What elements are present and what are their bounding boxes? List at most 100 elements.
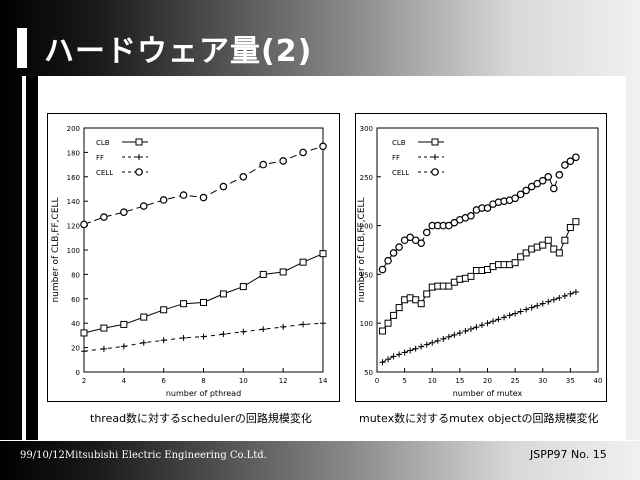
data-point	[567, 290, 574, 297]
data-point	[534, 302, 541, 309]
legend-label: FF	[392, 154, 400, 162]
caption-left: thread数に対するschedulerの回路規模変化	[90, 412, 312, 425]
x-tick-label: 10	[239, 377, 248, 385]
data-point	[140, 313, 148, 321]
y-tick-label: 40	[71, 320, 80, 328]
y-tick-label: 0	[76, 369, 80, 377]
x-tick-label: 6	[161, 377, 166, 385]
legend-marker	[431, 138, 439, 146]
data-point	[139, 202, 148, 210]
data-point	[538, 176, 547, 185]
data-point	[422, 228, 431, 237]
data-point	[522, 186, 530, 195]
data-point	[260, 326, 267, 333]
data-point	[550, 296, 557, 303]
data-point	[220, 331, 227, 338]
data-point	[545, 298, 552, 305]
y-tick-label: 200	[67, 125, 80, 133]
data-point	[100, 345, 107, 352]
data-point	[490, 318, 497, 325]
y-tick-label: 200	[360, 223, 373, 231]
data-point	[484, 320, 491, 327]
data-point	[418, 343, 425, 350]
data-point	[120, 343, 127, 350]
chart-pthread: 2 4 6 8 10 12 14020406080100120140160180200num…	[51, 125, 328, 398]
y-tick-label: 50	[364, 369, 373, 377]
data-point	[384, 256, 392, 265]
data-point	[561, 236, 569, 244]
data-point	[511, 259, 519, 267]
data-point	[462, 328, 469, 335]
data-point	[522, 249, 530, 257]
data-point	[445, 282, 453, 290]
data-point	[417, 300, 425, 308]
data-point	[506, 312, 513, 319]
data-point	[395, 243, 403, 251]
data-point	[544, 172, 553, 181]
data-point	[160, 337, 167, 344]
legend-marker	[135, 138, 143, 146]
x-tick-label: 12	[279, 377, 288, 385]
data-point	[240, 328, 247, 335]
chart-mutex: 0 5 10 15 20 25 30 35 40 50 100 150 200 250 300 number …	[357, 125, 602, 398]
data-point	[219, 182, 228, 191]
x-tick-label: 5	[402, 377, 406, 385]
data-point	[566, 157, 575, 165]
y-tick-label: 100	[67, 247, 80, 255]
footer-company: 99/10/12Mitsubishi Electric Engineering …	[20, 450, 267, 461]
data-point	[556, 294, 563, 301]
chart-right-frame: 0 5 10 15 20 25 30 35 40 50 100 150 200 250 300 number …	[355, 113, 607, 402]
data-point	[200, 298, 207, 306]
chart-left-frame: 2 4 6 8 10 12 14 0 20 40 60 80 100 120 140 160 180 200 num…	[47, 113, 340, 402]
data-point	[180, 334, 187, 341]
data-point	[279, 268, 287, 276]
legend-label: CELL	[392, 169, 409, 177]
data-point	[544, 236, 552, 244]
data-point	[512, 310, 519, 317]
series-clb	[80, 250, 327, 337]
data-point	[100, 213, 108, 221]
data-point	[239, 172, 248, 181]
data-point	[385, 356, 392, 363]
data-point	[279, 157, 287, 165]
data-point	[319, 142, 327, 151]
data-point	[100, 324, 108, 332]
x-tick-label: 35	[566, 377, 575, 385]
x-tick-label: 8	[201, 377, 205, 385]
data-point	[239, 283, 247, 291]
data-point	[180, 300, 188, 308]
data-point	[434, 337, 441, 344]
x-tick-label: 2	[82, 377, 86, 385]
x-tick-label: 20	[483, 377, 492, 385]
data-point	[478, 322, 485, 329]
data-point	[200, 333, 207, 340]
data-point	[160, 306, 168, 314]
series-line	[83, 145, 324, 225]
data-point	[280, 323, 287, 330]
x-tick-label: 30	[538, 377, 547, 385]
data-point	[473, 324, 480, 331]
series-cell	[378, 153, 580, 274]
data-point	[384, 319, 392, 327]
data-point	[566, 224, 574, 232]
data-point	[451, 331, 458, 338]
data-point	[561, 161, 569, 169]
data-point	[417, 239, 425, 247]
title-bar: ハードウェア量(2)	[0, 0, 640, 80]
x-axis-label: number of mutex	[453, 389, 523, 398]
y-tick-label: 150	[360, 271, 373, 279]
data-point	[179, 191, 188, 199]
data-point	[259, 160, 268, 169]
y-tick-label: 60	[71, 296, 80, 304]
y-tick-label: 20	[71, 345, 80, 353]
x-tick-label: 25	[511, 377, 520, 385]
left-strip	[26, 76, 38, 440]
series-cell	[80, 142, 327, 229]
data-point	[445, 333, 452, 340]
data-point	[523, 306, 530, 313]
x-axis-label: number of pthread	[166, 389, 241, 398]
y-tick-label: 80	[71, 271, 80, 279]
y-axis-label: number of CLB,FF,CELL	[51, 197, 61, 302]
data-point	[483, 204, 492, 212]
data-point	[80, 220, 88, 229]
